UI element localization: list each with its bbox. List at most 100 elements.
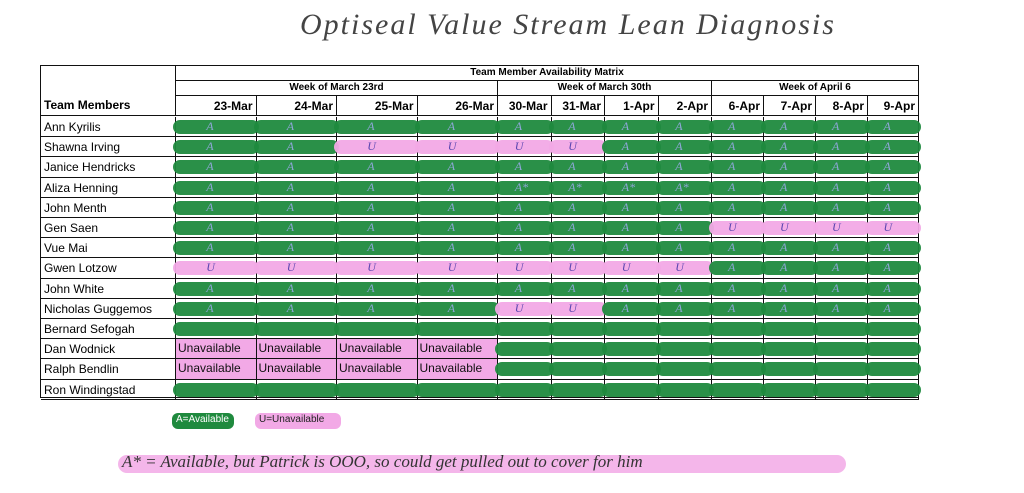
cell-value: Unavailable — [258, 361, 322, 376]
highlighter-stroke — [761, 140, 818, 155]
cell-value: A — [832, 280, 840, 295]
highlighter-stroke — [655, 362, 714, 377]
highlighter-stroke — [414, 261, 500, 276]
highlighter-stroke — [602, 301, 661, 316]
availability-cell: A — [253, 197, 339, 218]
highlighter-stroke — [865, 120, 921, 134]
cell-value: A — [728, 260, 736, 275]
highlighter-stroke — [761, 382, 818, 397]
highlighter-stroke — [334, 140, 420, 155]
cell-value: A — [206, 300, 214, 315]
highlighter-stroke — [709, 322, 766, 336]
cell-value: A — [621, 220, 630, 234]
cell-value: A — [286, 220, 295, 234]
highlighter-stroke — [495, 322, 554, 336]
availability-cell — [253, 319, 339, 340]
availability-cell: A — [813, 258, 870, 279]
cell-value: U — [367, 139, 376, 154]
cell-value: A — [621, 280, 630, 295]
cell-value: Unavailable — [339, 341, 402, 356]
cell-value: U — [514, 300, 524, 315]
highlighter-stroke — [253, 200, 339, 215]
highlighter-stroke — [813, 160, 870, 175]
availability-cell — [761, 339, 818, 360]
highlighter-stroke — [414, 140, 500, 155]
cell-value: A — [780, 280, 788, 295]
highlighter-stroke — [813, 180, 870, 195]
cell-value: A — [728, 280, 736, 295]
availability-cell — [602, 359, 661, 380]
availability-cell: A — [813, 278, 870, 299]
cell-value: A — [286, 139, 295, 154]
highlighter-stroke — [548, 221, 607, 235]
availability-cell: U — [414, 137, 500, 158]
highlighter-stroke — [334, 241, 420, 256]
availability-cell: U — [548, 298, 607, 319]
highlighter-stroke — [602, 160, 661, 175]
availability-cell: A — [813, 197, 870, 218]
highlighter-stroke — [655, 140, 714, 155]
highlighter-stroke — [602, 221, 661, 235]
cell-value: A — [728, 179, 736, 194]
availability-cell: A — [548, 278, 607, 299]
highlighter-stroke — [761, 241, 818, 256]
highlighter-stroke — [709, 160, 766, 175]
availability-cell: U — [334, 137, 420, 158]
cell-value: A — [621, 300, 630, 315]
availability-cell: A — [709, 177, 766, 198]
availability-cell: A — [761, 238, 818, 259]
cell-value: A — [832, 159, 840, 174]
highlighter-stroke — [813, 362, 870, 377]
highlighter-stroke — [253, 301, 339, 316]
member-name: Ralph Bendlin — [41, 359, 176, 380]
date-header: 2-Apr — [658, 96, 712, 116]
highlighter-stroke — [176, 339, 256, 359]
cell-value: U — [883, 220, 893, 234]
availability-cell — [655, 339, 714, 360]
availability-cell — [761, 379, 818, 400]
cell-value: A — [675, 139, 683, 154]
highlighter-stroke — [602, 281, 661, 296]
date-header: 1-Apr — [605, 96, 659, 116]
availability-cell: Unavailable — [256, 359, 337, 380]
highlighter-stroke — [417, 339, 497, 359]
member-name: Dan Wodnick — [41, 339, 176, 360]
cell-value: A — [832, 240, 840, 255]
availability-cell: A — [602, 218, 661, 239]
highlighter-stroke — [655, 322, 714, 336]
availability-cell — [813, 359, 870, 380]
availability-cell: A — [602, 137, 661, 158]
highlighter-stroke — [253, 382, 339, 397]
highlighter-stroke — [655, 200, 714, 215]
availability-cell: U — [548, 258, 607, 279]
availability-cell: A — [253, 117, 339, 138]
highlighter-stroke — [761, 362, 818, 377]
availability-cell: A — [602, 298, 661, 319]
highlighter-stroke — [655, 281, 714, 296]
highlighter-stroke — [495, 200, 554, 215]
member-name: Aliza Henning — [41, 177, 176, 198]
cell-value: Unavailable — [419, 341, 483, 356]
highlighter-stroke — [414, 221, 500, 235]
member-name: Ann Kyrilis — [41, 117, 176, 138]
member-name: John White — [41, 278, 176, 299]
cell-value: U — [447, 260, 457, 275]
availability-cell: A — [709, 298, 766, 319]
cell-value: A — [675, 199, 683, 214]
cell-value: A — [206, 240, 214, 255]
highlighter-stroke — [334, 382, 420, 397]
cell-value: Unavailable — [178, 341, 241, 356]
availability-cell: A — [414, 197, 500, 218]
availability-cell: A — [414, 177, 500, 198]
cell-value: Unavailable — [339, 361, 402, 376]
cell-value: A — [367, 280, 375, 295]
member-name: John Menth — [41, 197, 176, 218]
highlighter-stroke — [334, 322, 420, 336]
highlighter-stroke — [414, 241, 500, 256]
availability-cell — [865, 359, 921, 380]
cell-value: A — [883, 199, 891, 214]
highlighter-stroke — [176, 359, 256, 379]
highlighter-stroke — [709, 301, 766, 316]
cell-value: A — [367, 300, 375, 315]
availability-cell: A — [253, 278, 339, 299]
